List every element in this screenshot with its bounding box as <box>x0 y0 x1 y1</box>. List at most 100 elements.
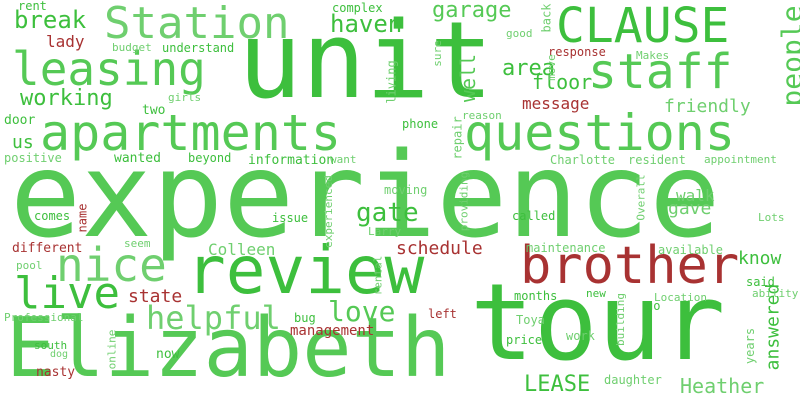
word-lots: Lots <box>758 211 785 224</box>
word-name: name <box>75 203 90 233</box>
word-larry: Larry <box>368 225 402 238</box>
word-experience: experience <box>10 126 721 264</box>
word-go: go <box>646 299 661 313</box>
word-overall: Overall <box>634 174 648 221</box>
word-tour: tour <box>470 261 726 384</box>
word-want: want <box>330 153 357 166</box>
word-rent: rent <box>18 0 47 13</box>
word-months: months <box>514 289 558 303</box>
word-professional: Professional <box>4 311 84 324</box>
word-girls: girls <box>168 91 202 104</box>
word-experienced: experienced <box>321 175 335 248</box>
word-building: building <box>613 293 627 346</box>
word-leasing: leasing <box>12 42 206 96</box>
word-years: years <box>743 327 758 365</box>
word-gave: gave <box>668 198 712 219</box>
word-bug: bug <box>294 311 316 325</box>
word-move: move <box>544 54 558 81</box>
word-area: area <box>502 56 555 81</box>
word-ability: ability <box>752 287 799 300</box>
word-living: living <box>384 60 399 104</box>
word-nice: nice <box>56 238 167 292</box>
word-wanted: wanted <box>114 151 161 166</box>
word-message: message <box>522 94 590 113</box>
word-pool: pool <box>16 259 43 272</box>
word-management: management <box>290 323 375 339</box>
word-online: online <box>105 329 119 370</box>
word-understand: understand <box>162 41 235 55</box>
word-us: us <box>12 132 34 153</box>
word-well: well <box>456 53 481 103</box>
word-dog: dog <box>50 349 69 360</box>
word-love: love <box>328 295 396 328</box>
word-colleen: Colleen <box>208 240 276 259</box>
word-apartments: apartments <box>40 104 342 162</box>
word-repair: repair <box>450 116 465 160</box>
word-haven: haven <box>330 10 403 38</box>
word-left: left <box>428 307 457 321</box>
word-clause: CLAUSE <box>556 0 730 54</box>
word-providing: providing <box>457 171 471 232</box>
word-friendly: friendly <box>664 96 751 117</box>
word-walk: walk <box>676 186 715 205</box>
word-budget: budget <box>112 41 152 54</box>
word-rental: rental <box>371 255 385 296</box>
word-now: now <box>156 347 180 362</box>
word-information: information <box>248 153 335 168</box>
word-people: people <box>775 5 800 107</box>
word-two: two <box>142 103 166 118</box>
word-comes: comes <box>34 209 71 223</box>
word-staff: staff <box>588 44 733 100</box>
word-live: live <box>14 268 120 319</box>
word-new: new <box>586 287 606 300</box>
word-moving: moving <box>384 183 428 197</box>
word-charlotte: Charlotte <box>550 153 616 167</box>
word-different: different <box>12 241 83 256</box>
word-called: called <box>512 209 556 223</box>
word-know: know <box>738 248 782 269</box>
word-lady: lady <box>46 32 85 51</box>
word-working: working <box>20 86 113 111</box>
word-positive: positive <box>4 151 62 165</box>
word-back: back <box>539 3 554 33</box>
word-issue: issue <box>272 211 309 225</box>
word-sure: sure <box>430 40 444 67</box>
word-garage: garage <box>432 0 512 23</box>
word-unit: unit <box>238 0 494 122</box>
word-appointment: appointment <box>704 153 777 166</box>
word-phone: phone <box>402 117 439 131</box>
word-location: Location <box>654 291 707 304</box>
word-nasty: nasty <box>36 365 76 380</box>
word-station: Station <box>104 0 290 49</box>
word-said: said <box>746 275 775 289</box>
word-schedule: schedule <box>396 238 483 259</box>
word-response: response <box>548 45 606 59</box>
word-state: state <box>128 286 183 307</box>
word-gate: gate <box>356 198 419 228</box>
word-review: review <box>186 232 425 309</box>
word-questions: questions <box>464 104 735 162</box>
word-helpful: helpful <box>146 299 281 337</box>
word-available: available <box>658 243 724 257</box>
word-maintenance: maintenance <box>526 241 606 255</box>
word-resident: resident <box>628 153 686 167</box>
word-break: break <box>14 6 87 34</box>
word-reason: reason <box>462 109 502 122</box>
word-good: good <box>506 27 533 40</box>
word-makes: Makes <box>636 49 670 62</box>
word-floor: floor <box>532 70 593 94</box>
word-work: work <box>566 329 595 343</box>
word-door: door <box>4 113 36 128</box>
word-beyond: beyond <box>188 151 232 165</box>
word-price: price <box>506 333 543 347</box>
word-south: south <box>34 339 68 352</box>
word-toya: Toya <box>516 313 545 327</box>
word-elizabeth: Elizabeth <box>6 301 451 396</box>
word-brother: brother <box>520 236 740 296</box>
word-heather: Heather <box>680 374 765 398</box>
word-seem: seem <box>124 237 151 250</box>
word-lease: LEASE <box>524 372 591 397</box>
word-daughter: daughter <box>604 373 662 387</box>
word-complex: complex <box>332 1 383 15</box>
